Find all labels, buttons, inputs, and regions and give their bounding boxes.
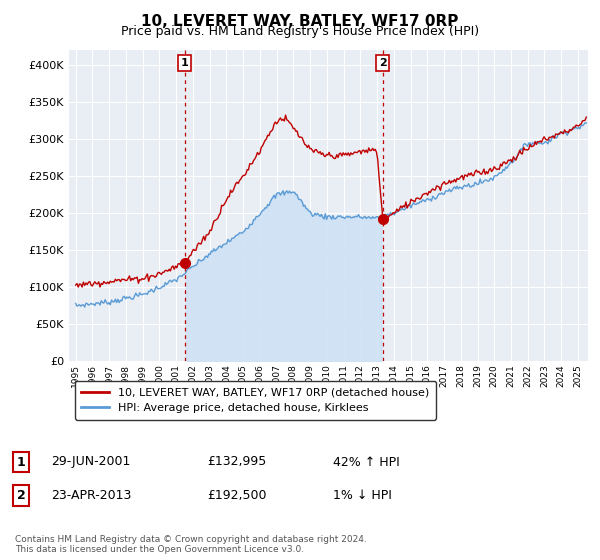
Text: £192,500: £192,500 [207, 489, 266, 502]
Text: 29-JUN-2001: 29-JUN-2001 [51, 455, 130, 469]
Text: 10, LEVERET WAY, BATLEY, WF17 0RP: 10, LEVERET WAY, BATLEY, WF17 0RP [142, 14, 458, 29]
Text: 2: 2 [379, 58, 386, 68]
Text: 1: 1 [181, 58, 188, 68]
Text: 2: 2 [17, 489, 25, 502]
Text: Price paid vs. HM Land Registry's House Price Index (HPI): Price paid vs. HM Land Registry's House … [121, 25, 479, 38]
Text: 1: 1 [17, 455, 25, 469]
Text: 23-APR-2013: 23-APR-2013 [51, 489, 131, 502]
Text: 1% ↓ HPI: 1% ↓ HPI [333, 489, 392, 502]
Legend: 10, LEVERET WAY, BATLEY, WF17 0RP (detached house), HPI: Average price, detached: 10, LEVERET WAY, BATLEY, WF17 0RP (detac… [74, 381, 436, 419]
Text: 42% ↑ HPI: 42% ↑ HPI [333, 455, 400, 469]
Text: Contains HM Land Registry data © Crown copyright and database right 2024.
This d: Contains HM Land Registry data © Crown c… [15, 535, 367, 554]
Text: £132,995: £132,995 [207, 455, 266, 469]
